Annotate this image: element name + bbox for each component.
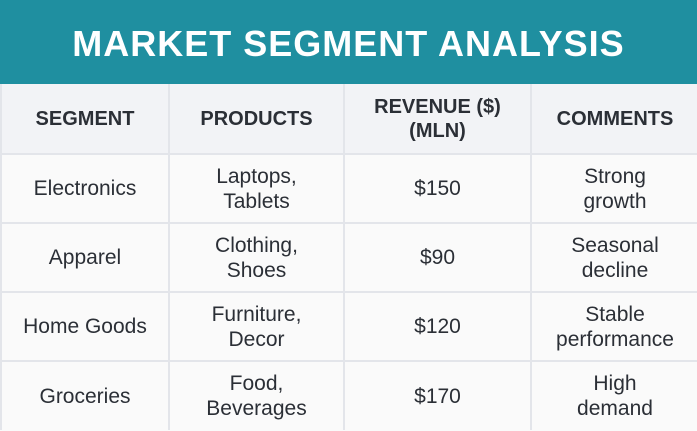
- table-row: Apparel Clothing, Shoes $90 Seasonal dec…: [0, 222, 697, 293]
- title-bar: MARKET SEGMENT ANALYSIS: [0, 0, 697, 84]
- revenue-cell: $120: [343, 291, 532, 362]
- header-row: SEGMENT PRODUCTS REVENUE ($) (MLN) COMME…: [0, 84, 697, 155]
- products-cell: Food, Beverages: [168, 360, 345, 430]
- column-header-segment: SEGMENT: [0, 84, 170, 155]
- column-header-revenue: REVENUE ($) (MLN): [343, 84, 532, 155]
- products-cell: Furniture, Decor: [168, 291, 345, 362]
- comments-cell: Strong growth: [530, 153, 697, 224]
- segment-cell: Groceries: [0, 360, 170, 430]
- segment-cell: Home Goods: [0, 291, 170, 362]
- revenue-cell: $90: [343, 222, 532, 293]
- revenue-cell: $170: [343, 360, 532, 430]
- column-header-comments: COMMENTS: [530, 84, 697, 155]
- table-row: Electronics Laptops, Tablets $150 Strong…: [0, 153, 697, 224]
- segment-table: SEGMENT PRODUCTS REVENUE ($) (MLN) COMME…: [0, 84, 697, 430]
- comments-cell: Seasonal decline: [530, 222, 697, 293]
- column-header-products: PRODUCTS: [168, 84, 345, 155]
- products-cell: Clothing, Shoes: [168, 222, 345, 293]
- comments-cell: High demand: [530, 360, 697, 430]
- comments-cell: Stable performance: [530, 291, 697, 362]
- products-cell: Laptops, Tablets: [168, 153, 345, 224]
- page-title: MARKET SEGMENT ANALYSIS: [72, 23, 625, 64]
- segment-cell: Apparel: [0, 222, 170, 293]
- table-row: Groceries Food, Beverages $170 High dema…: [0, 360, 697, 430]
- revenue-cell: $150: [343, 153, 532, 224]
- table-row: Home Goods Furniture, Decor $120 Stable …: [0, 291, 697, 362]
- segment-cell: Electronics: [0, 153, 170, 224]
